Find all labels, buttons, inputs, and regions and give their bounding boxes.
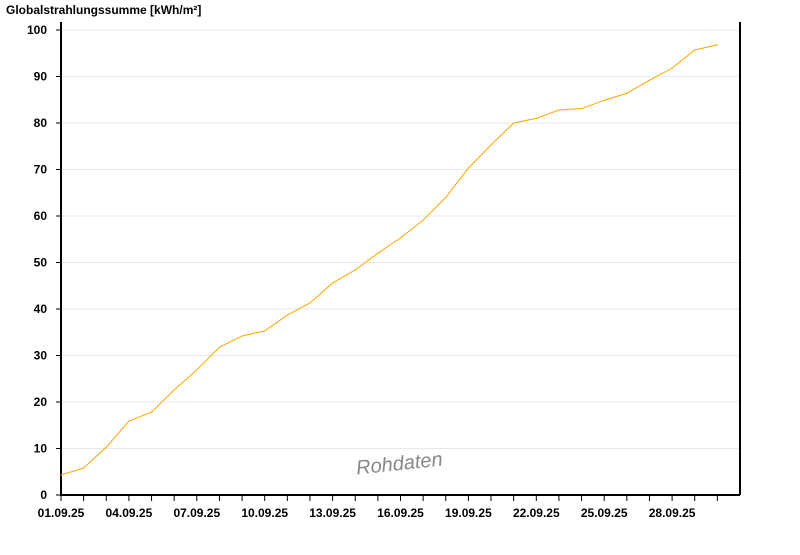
data-point (241, 335, 243, 337)
data-point (671, 67, 673, 69)
data-point (445, 196, 447, 198)
y-tick-label: 60 (34, 209, 48, 223)
data-point (354, 269, 356, 271)
data-point (377, 252, 379, 254)
data-point (694, 49, 696, 51)
y-tick-label: 50 (34, 256, 48, 270)
data-point (105, 446, 107, 448)
x-tick-label: 04.09.25 (106, 506, 153, 520)
y-tick-label: 70 (34, 163, 48, 177)
data-point (716, 44, 718, 46)
series-line (60, 44, 718, 476)
x-tick-label: 28.09.25 (649, 506, 696, 520)
data-point (467, 167, 469, 169)
x-tick-label: 22.09.25 (513, 506, 560, 520)
y-axis-label: Globalstrahlungssumme [kWh/m²] (6, 3, 201, 17)
data-point (513, 122, 515, 124)
data-point (648, 79, 651, 81)
data-point (173, 389, 175, 391)
y-tick-label: 100 (27, 23, 47, 37)
x-tick-label: 13.09.25 (309, 506, 356, 520)
data-point (558, 109, 560, 111)
y-tick-label: 40 (34, 302, 48, 316)
y-tick-label: 90 (34, 70, 48, 84)
data-point (218, 346, 221, 348)
data-point (603, 99, 605, 101)
data-point (286, 314, 288, 316)
data-point (128, 420, 130, 422)
x-tick-label: 01.09.25 (38, 506, 85, 520)
x-tick-label: 19.09.25 (445, 506, 492, 520)
y-tick-label: 20 (34, 395, 48, 409)
y-tick-label: 30 (34, 349, 48, 363)
data-point (83, 467, 85, 469)
x-tick-label: 07.09.25 (173, 506, 220, 520)
data-point (150, 411, 153, 413)
data-point (535, 117, 537, 119)
y-tick-label: 10 (34, 442, 48, 456)
x-tick-label: 10.09.25 (241, 506, 288, 520)
data-point (196, 369, 198, 371)
data-point (580, 107, 583, 110)
y-tick-label: 0 (40, 488, 47, 502)
x-tick-label: 16.09.25 (377, 506, 424, 520)
y-tick-label: 80 (34, 116, 48, 130)
data-point (399, 237, 402, 239)
x-tick-label: 25.09.25 (581, 506, 628, 520)
data-point (332, 282, 334, 284)
watermark: Rohdaten (355, 449, 444, 480)
data-point (490, 144, 492, 146)
data-point (626, 92, 628, 94)
data-point (60, 474, 62, 476)
data-point (264, 330, 266, 332)
data-point (309, 302, 311, 304)
data-point (422, 219, 424, 221)
